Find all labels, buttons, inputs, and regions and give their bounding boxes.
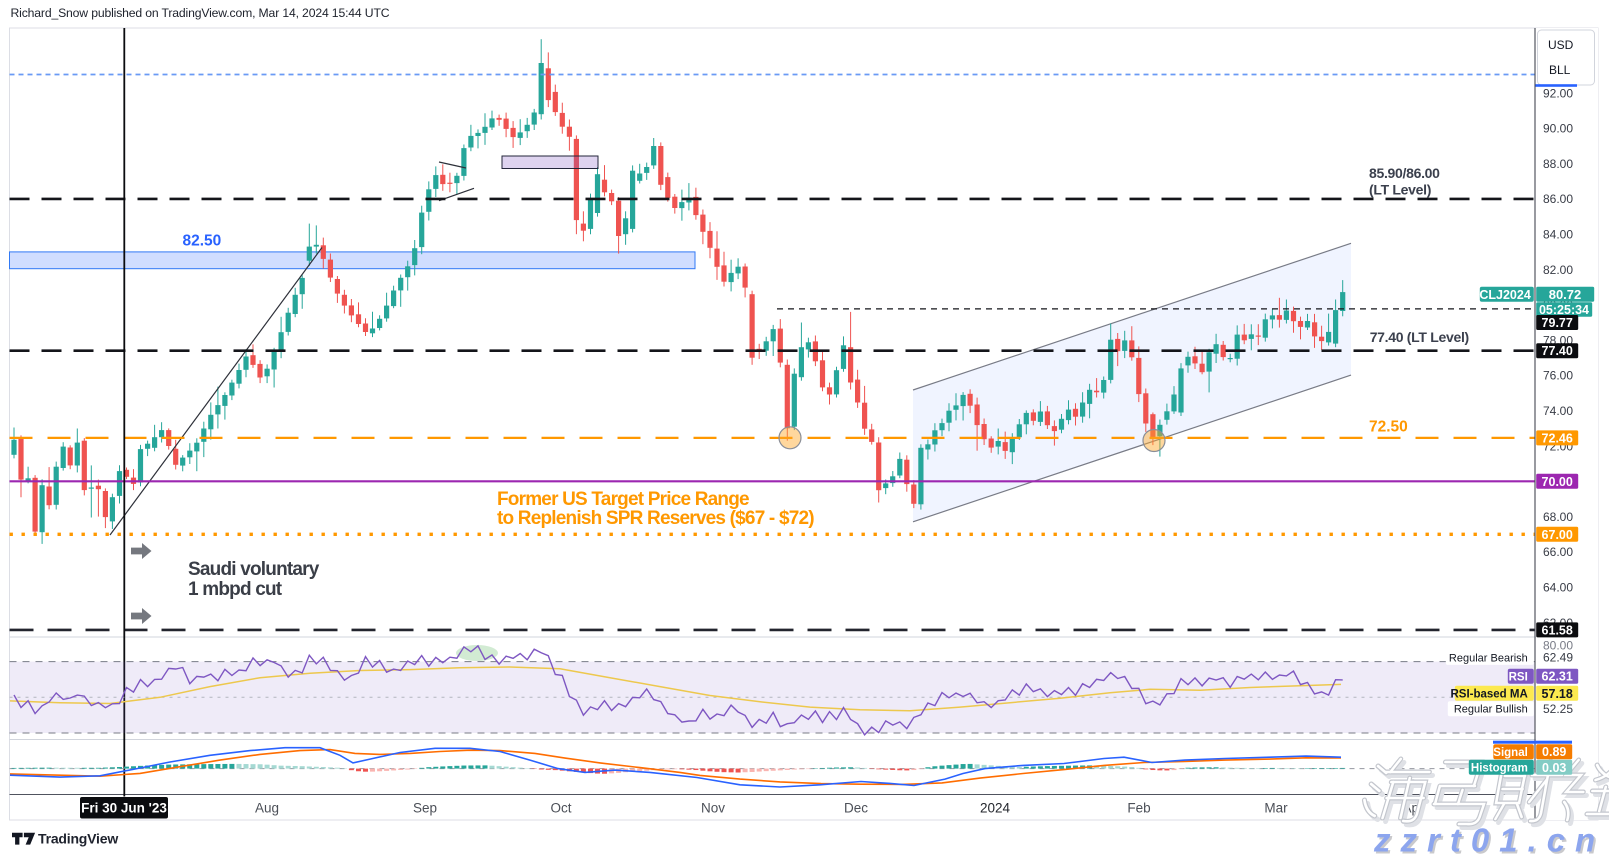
svg-text:80.00: 80.00 [1543, 638, 1573, 652]
svg-text:Former US Target Price Range: Former US Target Price Range [497, 489, 749, 510]
svg-text:TradingView: TradingView [38, 831, 118, 847]
svg-text:62.31: 62.31 [1542, 670, 1573, 684]
svg-text:Nov: Nov [701, 801, 725, 816]
svg-text:70.00: 70.00 [1542, 475, 1573, 489]
svg-text:Aug: Aug [255, 801, 279, 816]
svg-text:67.00: 67.00 [1542, 528, 1573, 542]
svg-text:61.58: 61.58 [1542, 623, 1573, 637]
svg-text:CLJ2024: CLJ2024 [1479, 288, 1530, 302]
svg-text:RSI-based MA: RSI-based MA [1450, 688, 1527, 700]
svg-text:77.40 (LT Level): 77.40 (LT Level) [1370, 329, 1469, 345]
svg-text:0.03: 0.03 [1542, 761, 1566, 775]
svg-text:92.00: 92.00 [1543, 86, 1573, 100]
svg-text:62.49: 62.49 [1543, 651, 1573, 665]
svg-text:79.77: 79.77 [1542, 316, 1573, 330]
svg-text:1 mbpd cut: 1 mbpd cut [188, 579, 283, 600]
svg-text:zzrt01.cn: zzrt01.cn [1375, 824, 1607, 857]
svg-text:Regular Bullish: Regular Bullish [1454, 704, 1528, 716]
svg-text:Histogram: Histogram [1471, 762, 1528, 774]
svg-text:USD: USD [1548, 38, 1574, 52]
svg-text:74.00: 74.00 [1543, 404, 1573, 418]
svg-text:2024: 2024 [980, 801, 1011, 816]
svg-text:88.00: 88.00 [1543, 157, 1573, 171]
svg-text:80.72: 80.72 [1549, 287, 1582, 302]
svg-text:76.00: 76.00 [1543, 369, 1573, 383]
svg-text:Regular Bearish: Regular Bearish [1449, 652, 1528, 664]
svg-text:Sep: Sep [413, 801, 437, 816]
svg-text:85.90/86.00: 85.90/86.00 [1369, 165, 1440, 181]
svg-text:90.00: 90.00 [1543, 122, 1573, 136]
svg-text:Signal: Signal [1493, 747, 1528, 759]
svg-text:BLL: BLL [1549, 63, 1571, 77]
svg-text:82.50: 82.50 [183, 233, 222, 250]
svg-text:82.00: 82.00 [1543, 263, 1573, 277]
svg-text:0.89: 0.89 [1542, 745, 1566, 759]
svg-text:86.00: 86.00 [1543, 192, 1573, 206]
svg-text:05:25:34: 05:25:34 [1539, 303, 1589, 317]
svg-text:Richard_Snow published on Trad: Richard_Snow published on TradingView.co… [11, 6, 390, 20]
svg-text:72.50: 72.50 [1369, 419, 1408, 436]
svg-text:Feb: Feb [1127, 801, 1150, 816]
svg-text:66.00: 66.00 [1543, 545, 1573, 559]
svg-text:RSI: RSI [1509, 671, 1528, 683]
svg-text:Dec: Dec [844, 801, 868, 816]
svg-text:(LT Level): (LT Level) [1369, 182, 1431, 198]
svg-text:77.40: 77.40 [1542, 344, 1573, 358]
svg-text:52.25: 52.25 [1543, 702, 1573, 716]
svg-text:64.00: 64.00 [1543, 581, 1573, 595]
svg-text:to Replenish SPR Reserves ($67: to Replenish SPR Reserves ($67 - $72) [497, 508, 814, 529]
svg-text:57.18: 57.18 [1542, 687, 1573, 701]
svg-text:zzrt01.cn: zzrt01.cn [1373, 822, 1605, 857]
svg-text:Mar: Mar [1264, 801, 1288, 816]
svg-text:68.00: 68.00 [1543, 510, 1573, 524]
svg-text:Saudi voluntary: Saudi voluntary [188, 559, 320, 580]
svg-text:84.00: 84.00 [1543, 228, 1573, 242]
svg-text:Fri 30 Jun '23: Fri 30 Jun '23 [81, 801, 167, 816]
svg-text:Oct: Oct [550, 801, 571, 816]
svg-text:72.46: 72.46 [1542, 431, 1573, 445]
